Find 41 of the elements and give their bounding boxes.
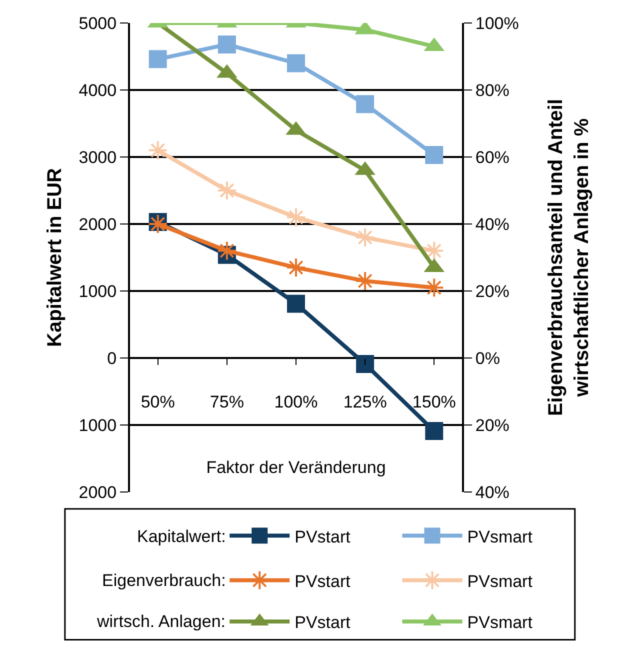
legend-label: PVsmart	[467, 527, 533, 546]
y-axis-title: Kapitalwert in EUR	[44, 167, 66, 347]
legend-label: PVsmart	[467, 572, 533, 591]
point	[218, 35, 236, 54]
y-tick-label: 0	[107, 348, 117, 368]
point	[356, 95, 374, 114]
point	[425, 146, 444, 164]
y-tick-label: 2000	[78, 214, 117, 234]
legend-label: PVstart	[294, 527, 351, 546]
y-tick-label: 2000	[78, 482, 117, 502]
y2-tick-label: 40%	[475, 482, 510, 502]
legend-label: PVstart	[294, 572, 351, 591]
x-tick-label: 50%	[140, 392, 175, 412]
y2-tick-label: 100%	[475, 14, 519, 33]
x-tick-label: 150%	[412, 392, 456, 412]
y-tick-label: 3000	[78, 148, 117, 167]
x-tick-label: 75%	[210, 392, 244, 412]
text: Eigenverbrauch:	[102, 571, 226, 590]
point	[148, 50, 167, 68]
y2-tick-label: 60%	[475, 148, 510, 167]
x-tick-label: 100%	[274, 392, 318, 412]
y2-tick-label: 80%	[475, 80, 510, 100]
y2-tick-label: 40%	[475, 214, 510, 234]
y-tick-label: 1000	[78, 282, 117, 301]
point	[287, 294, 305, 313]
point	[287, 54, 305, 72]
y2-tick-label: 0%	[475, 348, 500, 368]
y2-tick-label: 20%	[475, 282, 510, 301]
point	[356, 355, 374, 374]
y2-tick-label: 20%	[475, 416, 510, 435]
text: wirtsch. Anlagen:	[96, 612, 226, 631]
legend-label: PVstart	[294, 613, 351, 632]
y-tick-label: 4000	[78, 80, 117, 100]
legend-label: PVsmart	[467, 613, 533, 632]
x-axis-title: Faktor der Veränderung	[206, 458, 386, 477]
y-tick-label: 1000	[78, 416, 117, 435]
text: Kapitalwert:	[137, 527, 226, 546]
y-tick-label: 5000	[78, 14, 117, 33]
x-tick-label: 125%	[343, 392, 387, 412]
point	[425, 422, 444, 440]
y2-axis-title: Eigenverbrauchsanteil und Anteil wirtschaftlicher Anlagen in %	[544, 98, 593, 416]
